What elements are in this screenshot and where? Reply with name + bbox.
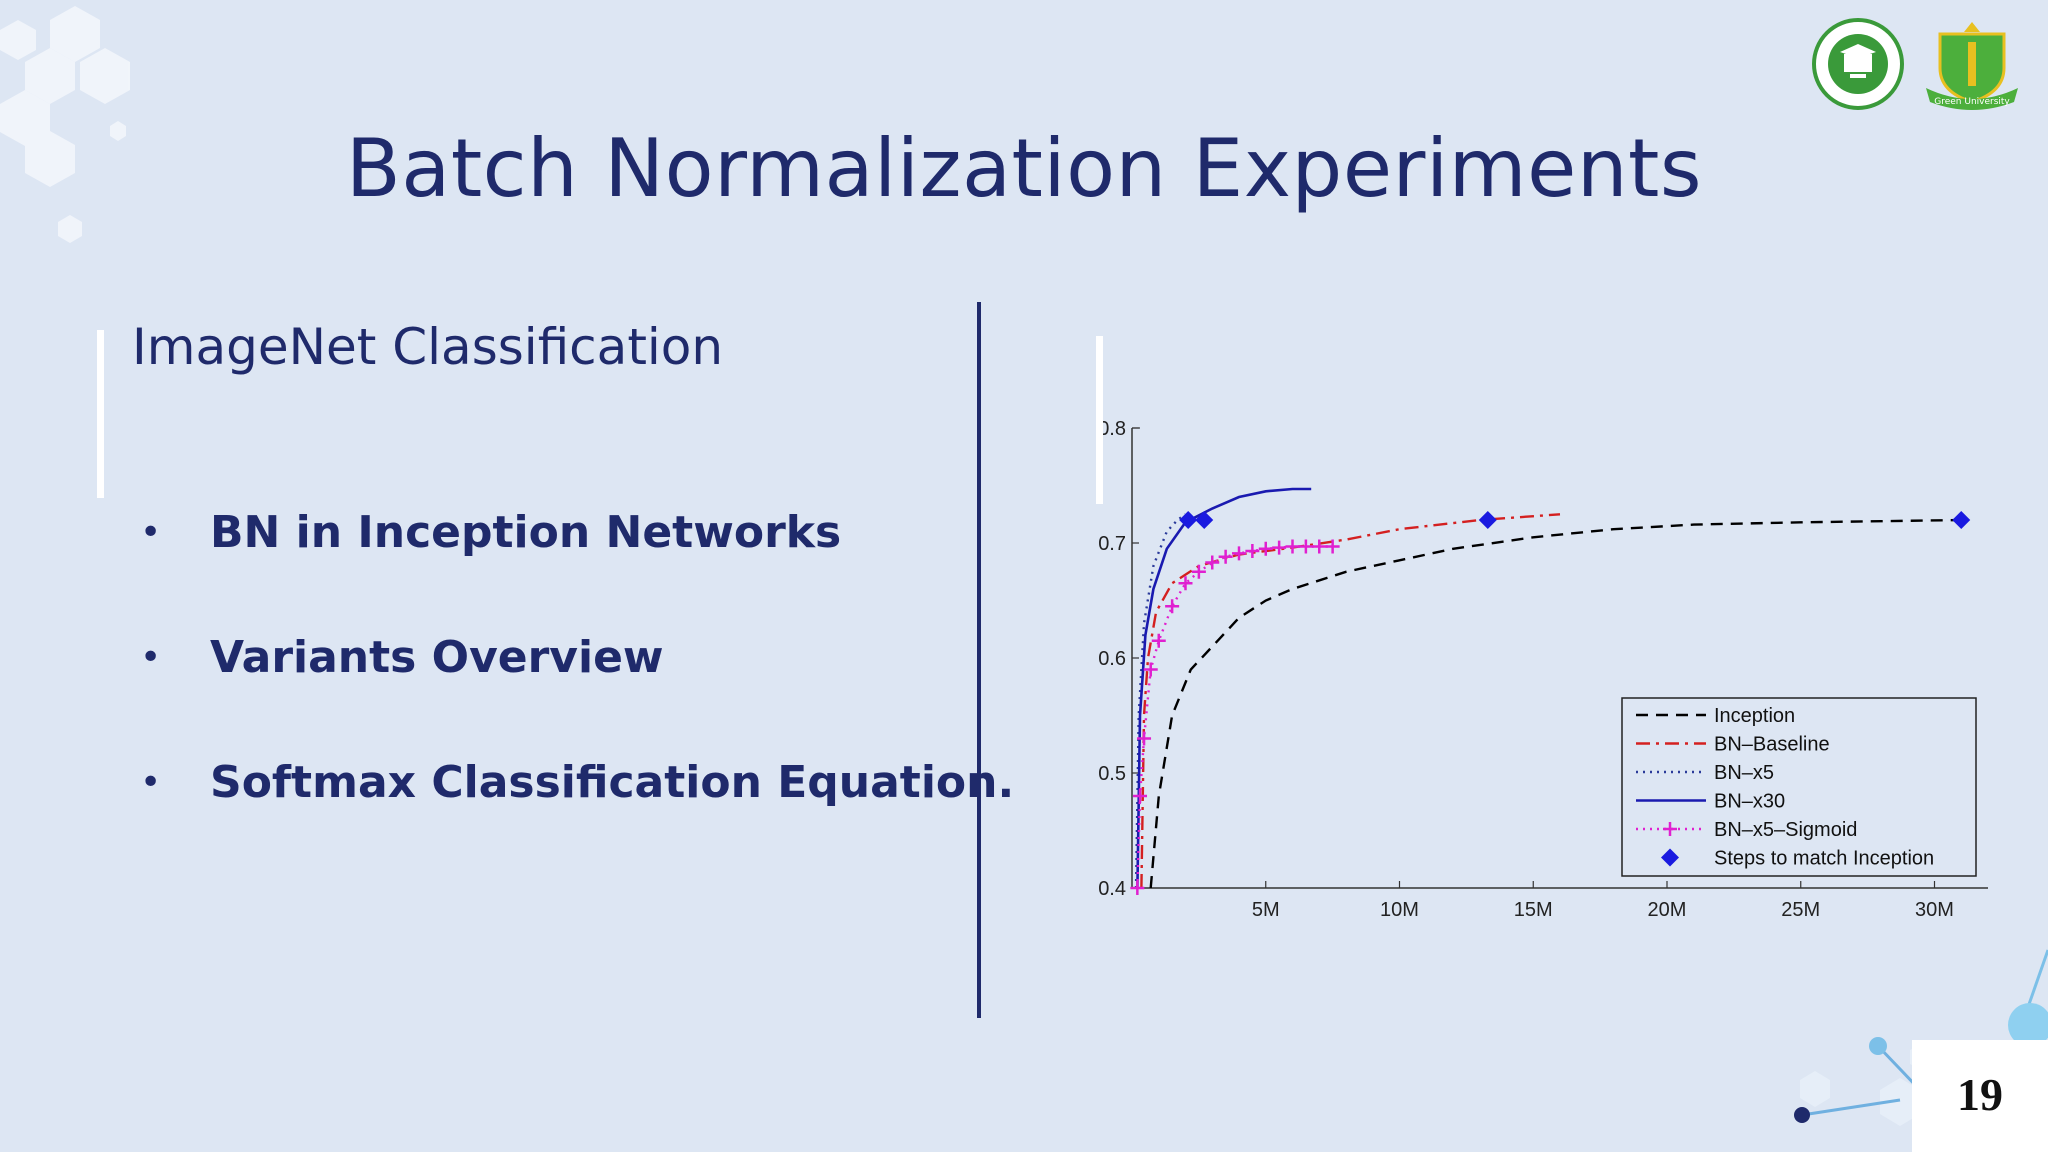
hexagon-decoration	[0, 6, 130, 243]
green-university-logo: Green University	[1926, 22, 2018, 110]
accent-bar-left	[97, 330, 104, 498]
x-tick-label: 15M	[1514, 899, 1553, 921]
sigmoid-point-marker	[1312, 539, 1327, 554]
match-point-marker	[1478, 511, 1497, 529]
vertical-divider	[977, 302, 981, 1018]
legend-label: BN–x5	[1714, 762, 1774, 784]
series-line	[1140, 513, 1561, 889]
bullet-dot: •	[140, 512, 162, 553]
x-tick-label: 5M	[1252, 899, 1280, 921]
legend-label: Steps to match Inception	[1714, 848, 1934, 870]
bullet-text: Softmax Classification Equation.	[210, 757, 1015, 808]
sigmoid-point-marker	[1133, 789, 1148, 803]
sigmoid-point-marker	[1245, 544, 1260, 559]
sigmoid-point-marker	[1191, 564, 1206, 579]
sigmoid-point-marker	[1218, 549, 1233, 564]
series-line	[1134, 513, 1187, 889]
sigmoid-point-marker	[1258, 541, 1273, 556]
accuracy-chart: 0.4 0.5 0.6 0.7 0.8 5M 10M 15M 20M 25M 30M Inceptio…	[1098, 418, 1988, 921]
sigmoid-point-marker	[1165, 599, 1180, 614]
y-tick-label: 0.5	[1098, 763, 1126, 785]
sigmoid-point-marker	[1143, 662, 1158, 677]
legend-marker	[1661, 848, 1679, 867]
match-point-marker	[1179, 511, 1198, 529]
chart-legend	[1621, 697, 1977, 877]
y-tick-label: 0.6	[1098, 648, 1126, 670]
bullet-dot: •	[140, 637, 162, 678]
sigmoid-point-marker	[1130, 881, 1145, 895]
accent-bar-right	[1096, 336, 1103, 504]
sigmoid-point-marker	[1205, 555, 1220, 570]
sigmoid-point-marker	[1285, 539, 1300, 554]
sigmoid-point-marker	[1178, 576, 1193, 591]
sigmoid-point-marker	[1137, 731, 1152, 746]
match-point-marker	[1952, 511, 1971, 529]
sigmoid-point-marker	[1325, 539, 1340, 554]
y-tick-label: 0.4	[1098, 878, 1126, 900]
match-point-marker	[1195, 511, 1214, 529]
legend-label: BN–Baseline	[1714, 734, 1830, 756]
bullet-item: • Softmax Classification Equation.	[140, 750, 1014, 875]
y-tick-label: 0.7	[1098, 533, 1126, 555]
y-tick-label: 0.8	[1098, 418, 1126, 440]
x-tick-label: 20M	[1648, 899, 1687, 921]
sigmoid-point-marker	[1232, 546, 1246, 561]
series-line	[1149, 518, 1962, 889]
legend-label: BN–x30	[1714, 791, 1785, 813]
green-university-logo-text: Green University	[1934, 97, 2010, 107]
series-line	[1136, 545, 1333, 889]
page-number: 19	[1912, 1040, 2048, 1152]
slide-title: Batch Normalization Experiments	[345, 122, 1703, 215]
section-subtitle: ImageNet Classification	[132, 318, 724, 376]
bullet-text: Variants Overview	[210, 632, 664, 683]
legend-label: BN–x5–Sigmoid	[1714, 819, 1857, 841]
bullet-item: • Variants Overview	[140, 625, 1014, 750]
sigmoid-point-marker	[1151, 633, 1166, 648]
x-tick-label: 10M	[1380, 899, 1419, 921]
x-tick-label: 25M	[1781, 899, 1820, 921]
bullet-item: • BN in Inception Networks	[140, 500, 1014, 625]
cse-department-logo	[1812, 18, 1904, 110]
bullet-list: • BN in Inception Networks • Variants Over…	[140, 500, 1014, 875]
bullet-dot: •	[140, 762, 162, 803]
legend-marker	[1663, 822, 1677, 836]
x-tick-label: 30M	[1915, 899, 1954, 921]
logo-group: Green University	[1812, 18, 2022, 110]
legend-label: Inception	[1714, 705, 1795, 727]
sigmoid-point-marker	[1272, 540, 1287, 555]
bullet-text: BN in Inception Networks	[210, 507, 842, 558]
sigmoid-point-marker	[1298, 539, 1313, 554]
